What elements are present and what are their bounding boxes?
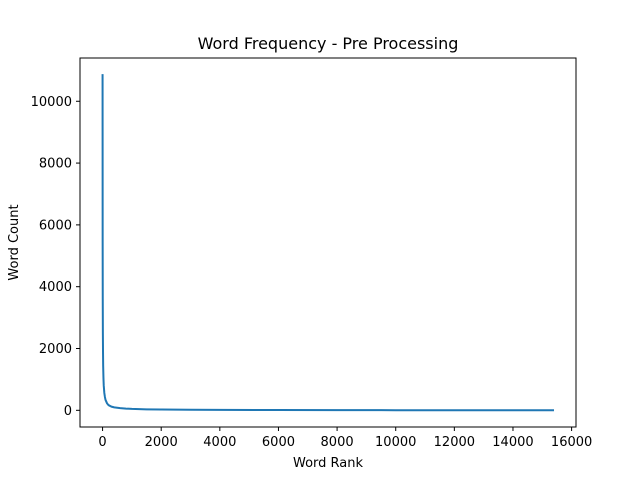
x-tick-label: 2000 [145, 435, 178, 450]
x-tick-label: 4000 [203, 435, 236, 450]
y-tick-label: 4000 [39, 280, 72, 295]
y-tick-label: 0 [64, 404, 72, 419]
y-tick-label: 8000 [39, 157, 72, 172]
series-line [101, 74, 555, 412]
plot-frame [79, 57, 577, 428]
y-tick-label: 2000 [39, 342, 72, 357]
x-axis-title: Word Rank [293, 456, 363, 471]
x-tick-label: 14000 [492, 435, 533, 450]
y-tick-label: 6000 [39, 218, 72, 233]
y-axis-title: Word Count [7, 204, 22, 280]
y-tick-label: 10000 [31, 95, 72, 110]
x-tick-label: 16000 [551, 435, 592, 450]
x-tick-label: 0 [98, 435, 106, 450]
x-axis: 0 2000 4000 6000 8000 10000 12000 14000 16000 [98, 427, 592, 450]
plot-area [101, 74, 555, 412]
y-axis: 0 2000 4000 6000 8000 10000 [31, 95, 80, 419]
x-tick-label: 8000 [321, 435, 354, 450]
x-tick-label: 6000 [262, 435, 295, 450]
x-tick-label: 10000 [375, 435, 416, 450]
chart-title: Word Frequency - Pre Processing [198, 34, 459, 53]
x-tick-label: 12000 [434, 435, 475, 450]
